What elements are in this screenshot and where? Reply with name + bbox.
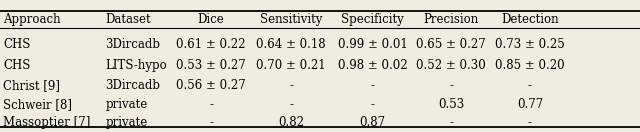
Text: 0.61 ± 0.22: 0.61 ± 0.22 xyxy=(177,38,246,51)
Text: 0.64 ± 0.18: 0.64 ± 0.18 xyxy=(257,38,326,51)
Text: 0.53 ± 0.27: 0.53 ± 0.27 xyxy=(177,59,246,72)
Text: 0.77: 0.77 xyxy=(516,98,543,111)
Text: private: private xyxy=(106,98,148,111)
Text: CHS: CHS xyxy=(3,59,31,72)
Text: 0.52 ± 0.30: 0.52 ± 0.30 xyxy=(417,59,486,72)
Text: -: - xyxy=(449,79,453,92)
Text: Specificity: Specificity xyxy=(341,13,404,26)
Text: 0.53: 0.53 xyxy=(438,98,465,111)
Text: Sensitivity: Sensitivity xyxy=(260,13,323,26)
Text: 0.73 ± 0.25: 0.73 ± 0.25 xyxy=(495,38,564,51)
Text: -: - xyxy=(289,79,293,92)
Text: CHS: CHS xyxy=(3,38,31,51)
Text: Dataset: Dataset xyxy=(106,13,151,26)
Text: Detection: Detection xyxy=(501,13,559,26)
Text: -: - xyxy=(449,116,453,129)
Text: Precision: Precision xyxy=(424,13,479,26)
Text: 0.82: 0.82 xyxy=(278,116,304,129)
Text: -: - xyxy=(289,98,293,111)
Text: Dice: Dice xyxy=(198,13,225,26)
Text: -: - xyxy=(209,98,213,111)
Text: 0.56 ± 0.27: 0.56 ± 0.27 xyxy=(177,79,246,92)
Text: -: - xyxy=(528,79,532,92)
Text: -: - xyxy=(371,98,374,111)
Text: 0.85 ± 0.20: 0.85 ± 0.20 xyxy=(495,59,564,72)
Text: 0.87: 0.87 xyxy=(360,116,385,129)
Text: 3Dircadb: 3Dircadb xyxy=(106,38,161,51)
Text: 0.70 ± 0.21: 0.70 ± 0.21 xyxy=(257,59,326,72)
Text: LITS-hypo: LITS-hypo xyxy=(106,59,167,72)
Text: Massoptier [7]: Massoptier [7] xyxy=(3,116,91,129)
Text: -: - xyxy=(371,79,374,92)
Text: 0.65 ± 0.27: 0.65 ± 0.27 xyxy=(417,38,486,51)
Text: 0.98 ± 0.02: 0.98 ± 0.02 xyxy=(338,59,407,72)
Text: private: private xyxy=(106,116,148,129)
Text: 0.99 ± 0.01: 0.99 ± 0.01 xyxy=(338,38,407,51)
Text: -: - xyxy=(528,116,532,129)
Text: 3Dircadb: 3Dircadb xyxy=(106,79,161,92)
Text: Schweir [8]: Schweir [8] xyxy=(3,98,72,111)
Text: -: - xyxy=(209,116,213,129)
Text: Approach: Approach xyxy=(3,13,61,26)
Text: Christ [9]: Christ [9] xyxy=(3,79,60,92)
